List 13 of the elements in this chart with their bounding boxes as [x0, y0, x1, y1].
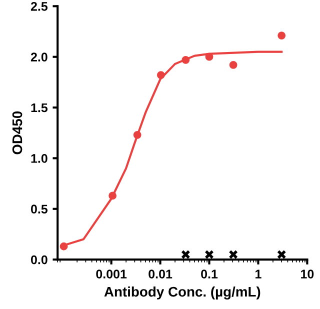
x-tick-label: 0.1: [201, 270, 218, 278]
y-tick-label: 1.0: [31, 154, 48, 163]
y-axis-title: OD450: [12, 111, 22, 154]
x-tick-label: 10: [301, 270, 314, 278]
x-tick-label: 0.001: [96, 270, 127, 278]
y-tick-label: 0.0: [30, 255, 48, 264]
x-tick-label: 0.01: [148, 270, 172, 278]
x-axis-title: Antibody Conc. (µg/mL): [104, 286, 260, 300]
y-tick-label: 1.5: [31, 103, 48, 112]
y-tick-label: 0.5: [30, 204, 48, 214]
y-tick-label: 2.0: [30, 52, 48, 62]
y-tick-label: 2.5: [30, 2, 48, 11]
x-tick-label: 1: [256, 270, 262, 278]
